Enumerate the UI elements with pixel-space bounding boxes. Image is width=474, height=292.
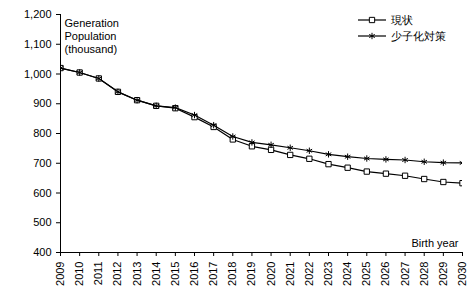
svg-text:2026: 2026 [379, 262, 391, 286]
svg-text:2012: 2012 [111, 262, 123, 286]
svg-text:2030: 2030 [456, 262, 468, 286]
svg-text:800: 800 [33, 127, 51, 139]
svg-text:700: 700 [33, 157, 51, 169]
svg-text:2011: 2011 [92, 262, 104, 286]
svg-text:2019: 2019 [245, 262, 257, 286]
html-text:現状: 現状 [391, 14, 413, 26]
svg-text:1,000: 1,000 [24, 68, 52, 80]
svg-text:500: 500 [33, 216, 51, 228]
svg-text:2029: 2029 [437, 262, 449, 286]
svg-text:2013: 2013 [131, 262, 143, 286]
svg-text:Birth year: Birth year [411, 237, 458, 249]
svg-text:2024: 2024 [341, 262, 353, 286]
svg-text:2021: 2021 [284, 262, 296, 286]
svg-text:2023: 2023 [322, 262, 334, 286]
svg-text:GenerationPopulation(thousand): GenerationPopulation(thousand) [65, 17, 119, 54]
svg-text:900: 900 [33, 97, 51, 109]
svg-text:2027: 2027 [399, 262, 411, 286]
svg-text:2015: 2015 [169, 262, 181, 286]
svg-text:2022: 2022 [303, 262, 315, 286]
svg-text:2017: 2017 [207, 262, 219, 286]
svg-text:2025: 2025 [360, 262, 372, 286]
svg-text:2014: 2014 [150, 262, 162, 286]
svg-text:2016: 2016 [188, 262, 200, 286]
svg-text:2020: 2020 [265, 262, 277, 286]
svg-text:2028: 2028 [418, 262, 430, 286]
svg-text:2018: 2018 [226, 262, 238, 286]
svg-text:600: 600 [33, 187, 51, 199]
svg-text:400: 400 [33, 246, 51, 258]
svg-text:1,200: 1,200 [24, 8, 52, 20]
svg-text:2009: 2009 [54, 262, 66, 286]
svg-text:1,100: 1,100 [24, 38, 52, 50]
html-text:少子化対策: 少子化対策 [391, 30, 446, 42]
svg-text:2010: 2010 [73, 262, 85, 286]
